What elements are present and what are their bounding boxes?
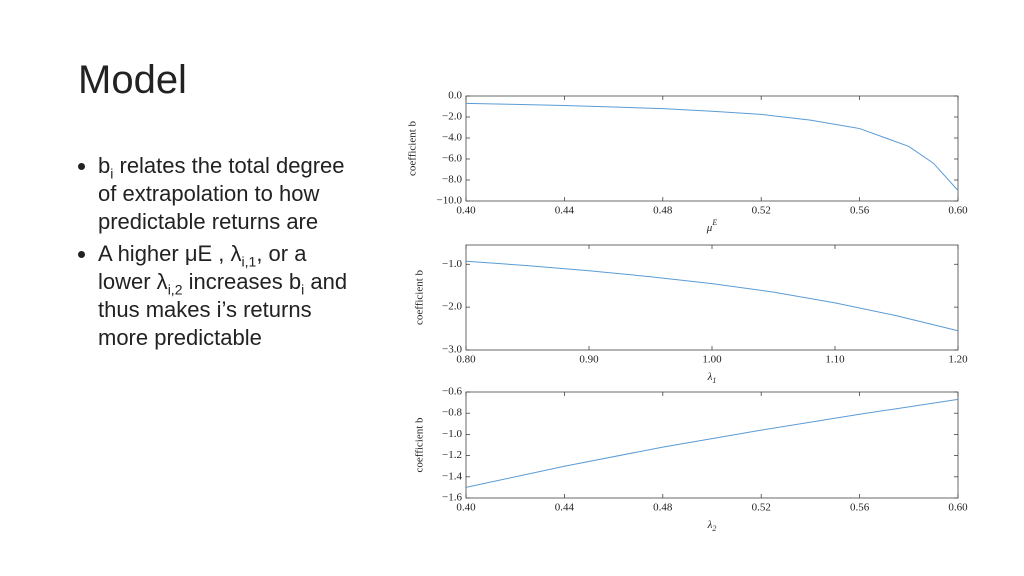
line [465,260,959,332]
x-tick-label: 0.48 [653,205,673,217]
bullet-text: b [98,153,111,178]
x-tick-label: 0.40 [456,205,476,217]
x-tick-label: 0.56 [850,205,870,217]
x-tick-label: 0.60 [948,205,968,217]
y-tick-label: −3.0 [442,344,462,356]
x-axis-label-base: λ [707,371,713,383]
x-axis-label-base: λ [707,519,713,531]
x-tick-label: 0.44 [555,205,575,217]
x-tick-label: 0.90 [579,354,599,366]
line [465,398,959,488]
x-axis-label-sup: E [711,218,717,227]
subscript: i [301,281,305,298]
x-axis-label: λ2 [707,519,717,533]
bullet-text: and thus makes i’s returns more predicta… [98,269,348,350]
bullet-text: , or a lower λ [98,241,307,294]
plot-frame [465,391,959,499]
y-tick-label: −0.6 [442,386,462,398]
y-axis-label: coefficient b [407,120,419,176]
x-tick-label: 0.56 [850,502,870,514]
x-tick-label: 0.44 [555,502,575,514]
y-tick-label: −1.4 [442,470,462,482]
subscript: i [110,165,114,182]
plot-frame [465,244,959,351]
y-tick-label: −0.8 [442,407,462,419]
y-tick-label: −1.0 [442,258,462,270]
bullet-text: A higher μE , λ [98,241,242,266]
y-tick-label: −8.0 [442,174,462,186]
line [465,102,959,191]
y-tick-label: −10.0 [437,195,463,207]
x-axis-label-base: μ [706,222,713,234]
x-axis-label: λ1 [707,371,717,385]
plot-frame [465,95,959,202]
x-tick-label: 1.20 [948,354,968,366]
bullet-list: bi relates the total degree of extrapola… [78,152,358,356]
y-axis-label: coefficient b [414,417,426,473]
x-tick-label: 1.00 [702,354,722,366]
x-axis-label-sub: 2 [712,524,716,533]
y-tick-label: −4.0 [442,132,462,144]
bullet-text: increases b [182,269,302,294]
bullet: A higher μE , λi,1, or a lower λi,2 incr… [98,240,358,352]
subscript: i,1 [241,253,257,270]
y-axis-label: coefficient b [414,269,426,325]
x-tick-label: 0.52 [752,205,771,217]
x-tick-label: 0.40 [456,502,476,514]
y-tick-label: −1.6 [442,492,462,504]
y-tick-label: −1.0 [442,428,462,440]
x-tick-label: 1.10 [825,354,845,366]
slide-title: Model [78,58,187,102]
x-tick-label: 0.60 [948,502,968,514]
y-tick-label: 0.0 [448,90,462,102]
bullet: bi relates the total degree of extrapola… [98,152,358,236]
y-tick-label: −2.0 [442,301,462,313]
x-tick-label: 0.48 [653,502,673,514]
y-tick-label: −6.0 [442,153,462,165]
x-axis-label: μE [706,218,718,234]
y-tick-label: −2.0 [442,111,462,123]
bullet-text: relates the total degree of extrapolatio… [98,153,345,234]
x-tick-label: 0.52 [752,502,771,514]
x-axis-label-sub: 1 [712,376,716,385]
y-tick-label: −1.2 [442,449,462,461]
x-tick-label: 0.80 [456,354,476,366]
subscript: i,2 [167,281,183,298]
